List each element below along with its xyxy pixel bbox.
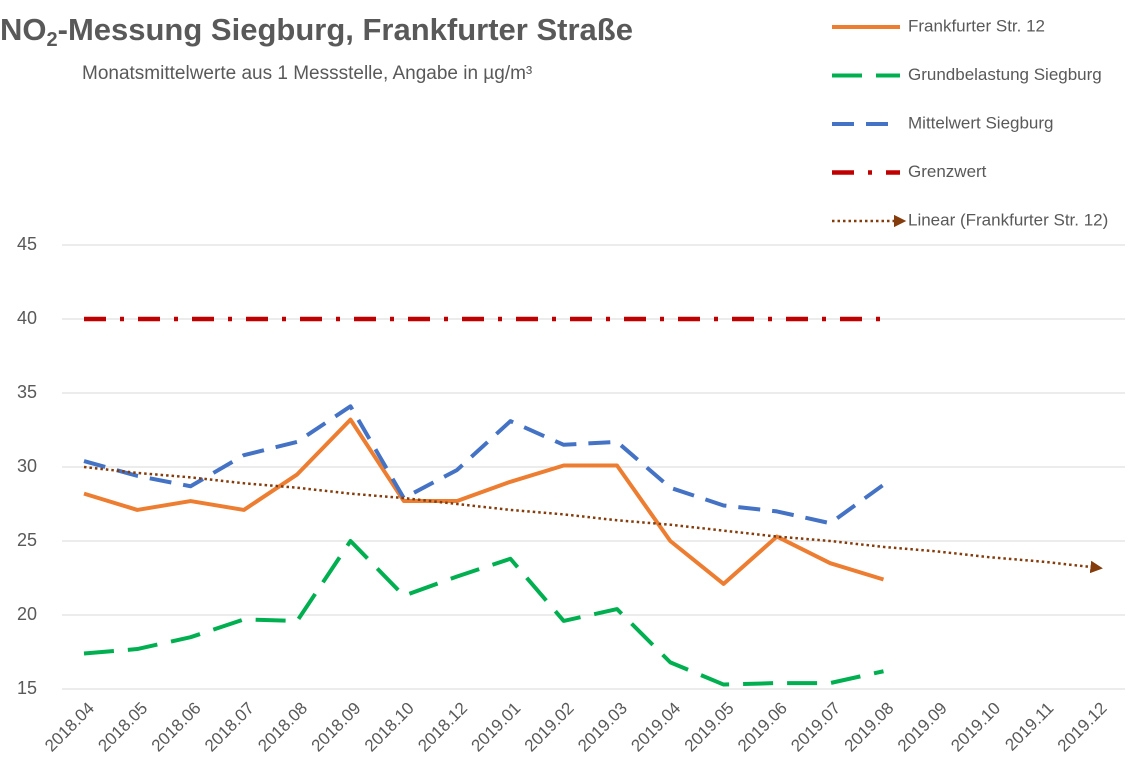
series-line	[83, 465, 1103, 574]
y-tick-label: 35	[17, 382, 37, 402]
x-tick-label: 2019.09	[894, 699, 951, 756]
chart-title: NO2-Messung Siegburg, Frankfurter Straße	[0, 12, 633, 51]
title-main: NO	[0, 12, 47, 47]
x-tick-label: 2019.08	[841, 699, 898, 756]
x-tick-label: 2018.09	[308, 699, 365, 756]
y-tick-label: 30	[17, 456, 37, 476]
x-tick-label: 2018.05	[94, 699, 151, 756]
legend-label: Grenzwert	[908, 162, 987, 181]
legend-label: Linear (Frankfurter Str. 12)	[908, 210, 1108, 229]
x-tick-label: 2018.08	[254, 699, 311, 756]
legend-label: Mittelwert Siegburg	[908, 113, 1054, 132]
y-tick-label: 15	[17, 678, 37, 698]
legend-label: Grundbelastung Siegburg	[908, 65, 1102, 84]
series-line	[83, 539, 884, 687]
x-tick-label: 2019.05	[681, 699, 738, 756]
legend-label: Frankfurter Str. 12	[908, 16, 1045, 35]
x-tick-label: 2018.12	[414, 699, 471, 756]
chart-subtitle: Monatsmittelwerte aus 1 Messstelle, Anga…	[82, 63, 532, 84]
y-tick-label: 45	[17, 234, 37, 254]
x-tick-label: 2019.02	[521, 699, 578, 756]
x-tick-label: 2019.11	[1001, 699, 1057, 755]
y-tick-label: 25	[17, 530, 37, 550]
x-tick-label: 2019.04	[627, 699, 684, 756]
x-tick-label: 2018.10	[361, 699, 418, 756]
x-tick-label: 2019.12	[1054, 699, 1111, 756]
x-tick-label: 2018.07	[201, 699, 258, 756]
y-tick-label: 40	[17, 308, 37, 328]
x-tick-label: 2018.06	[148, 699, 205, 756]
title-rest: -Messung Siegburg, Frankfurter Straße	[58, 12, 633, 47]
x-tick-label: 2019.06	[734, 699, 791, 756]
series-line	[83, 417, 885, 586]
x-tick-label: 2019.10	[947, 699, 1004, 756]
x-tick-label: 2019.07	[787, 699, 844, 756]
series-line	[83, 404, 885, 526]
y-tick-label: 20	[17, 604, 37, 624]
x-tick-label: 2019.01	[468, 699, 525, 756]
x-tick-label: 2019.03	[574, 699, 631, 756]
title-subscript: 2	[47, 29, 58, 51]
x-tick-label: 2018.04	[41, 699, 98, 756]
